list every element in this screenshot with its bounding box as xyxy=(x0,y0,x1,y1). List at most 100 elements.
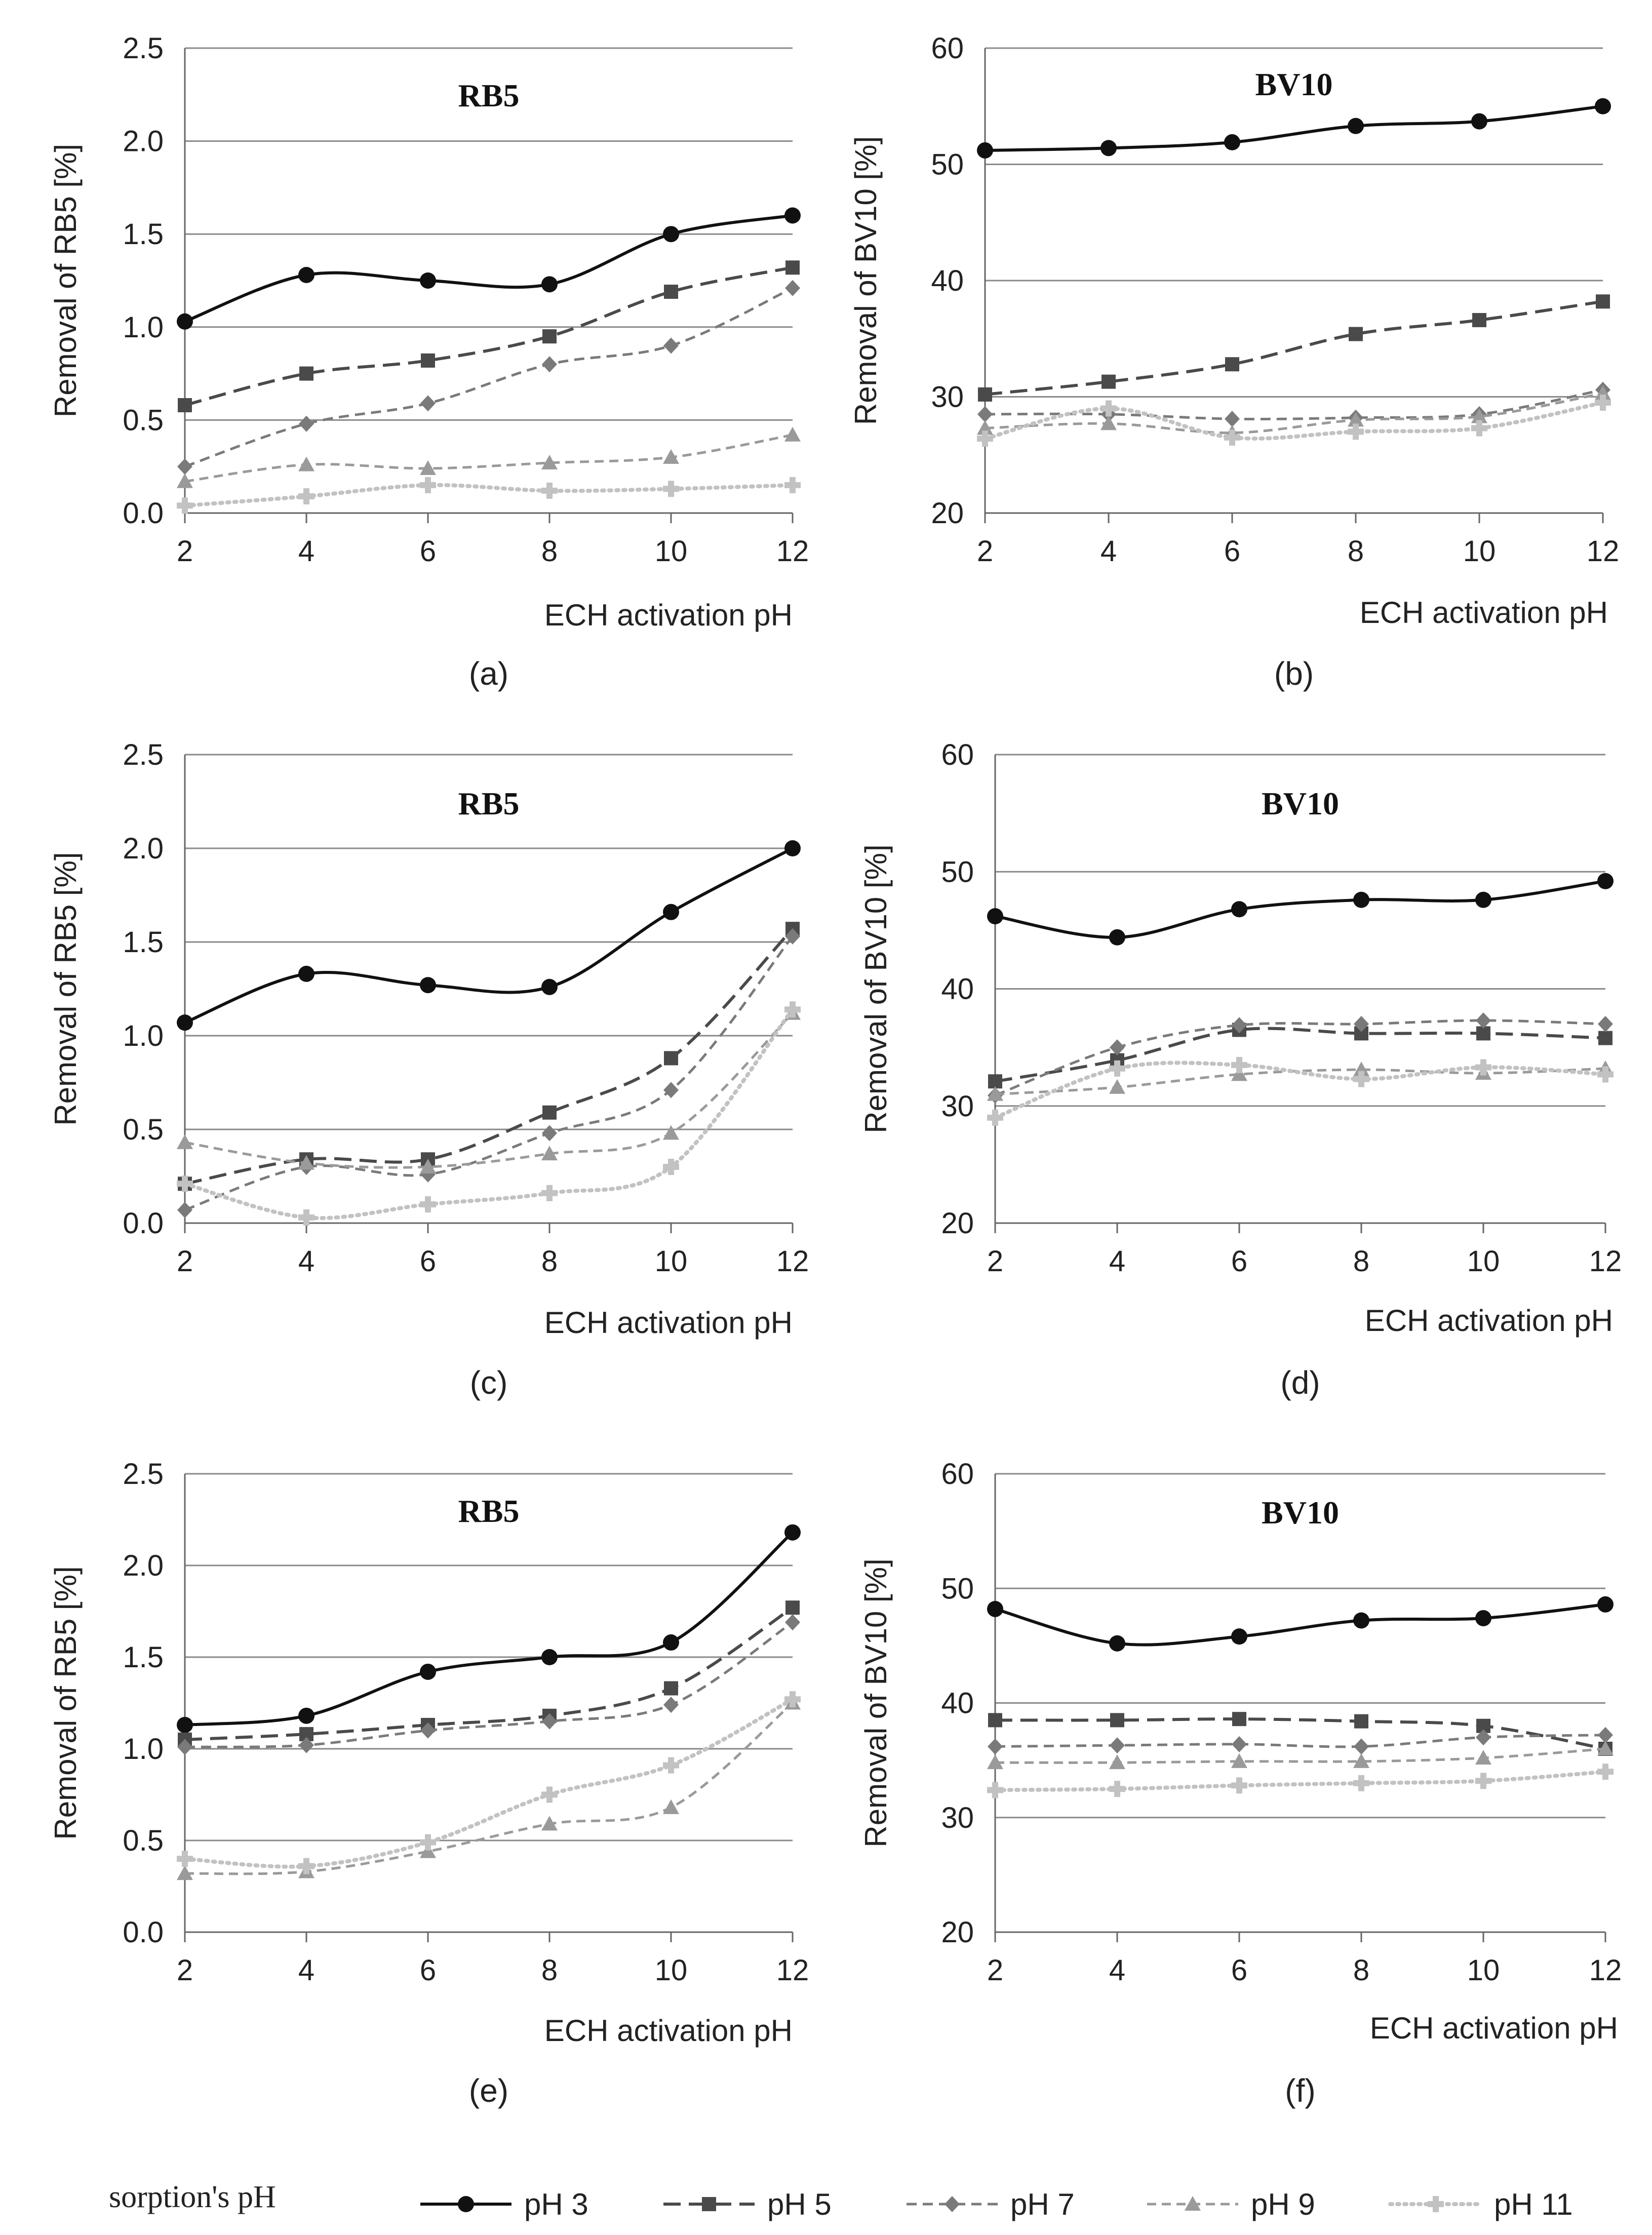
x-tick-label: 4 xyxy=(1109,1954,1125,1987)
series-line xyxy=(184,434,793,483)
series-ph-3 xyxy=(987,1596,1614,1652)
legend-entry-ph-9: pH 9 xyxy=(1147,2187,1315,2221)
y-tick-label: 30 xyxy=(931,381,964,414)
series-line xyxy=(184,1606,794,1741)
chart-title: RB5 xyxy=(458,786,520,821)
data-point xyxy=(784,840,801,856)
data-point xyxy=(1102,374,1116,389)
data-point xyxy=(988,1074,1002,1089)
data-point xyxy=(177,313,193,330)
data-point xyxy=(1353,1071,1369,1087)
series-line xyxy=(184,214,793,323)
data-point xyxy=(298,1858,314,1874)
data-point xyxy=(298,266,314,283)
data-point xyxy=(1476,1026,1490,1041)
data-point xyxy=(420,460,436,475)
data-point xyxy=(541,978,558,995)
data-point xyxy=(1354,1738,1369,1755)
data-point xyxy=(420,1663,436,1680)
data-point xyxy=(1476,1012,1491,1029)
chart-title: BV10 xyxy=(1255,66,1333,102)
data-point xyxy=(177,1851,193,1867)
series-line xyxy=(993,1770,1607,1792)
series-line xyxy=(184,287,794,468)
data-point xyxy=(1353,1775,1369,1791)
x-tick-label: 10 xyxy=(1463,535,1496,568)
series-ph-5 xyxy=(978,294,1610,402)
panel-caption: (c) xyxy=(470,1364,508,1401)
data-point xyxy=(987,908,1003,925)
y-tick-label: 2.0 xyxy=(123,832,164,865)
panel-caption: (f) xyxy=(1285,2072,1315,2109)
legend-entry-ph-11: pH 11 xyxy=(1388,2187,1573,2221)
y-tick-label: 0.5 xyxy=(123,404,164,437)
x-tick-label: 2 xyxy=(987,1954,1003,1987)
data-point xyxy=(541,1816,558,1831)
data-point xyxy=(1354,1015,1369,1032)
data-point xyxy=(663,226,679,243)
series-ph-3 xyxy=(177,1524,801,1733)
x-tick-label: 6 xyxy=(420,1954,436,1987)
y-tick-label: 2.0 xyxy=(123,125,164,158)
chart-panel-1: 0.0 0.5 1.0 1.5 2.0 2.5 2 4 6 8 10 12 ECH activation… xyxy=(49,32,809,692)
x-tick-label: 10 xyxy=(1467,1245,1500,1278)
data-point xyxy=(1596,294,1610,309)
data-point xyxy=(1231,901,1247,918)
data-point xyxy=(977,420,993,435)
data-point xyxy=(1595,385,1611,400)
data-point xyxy=(1595,98,1611,114)
y-tick-label: 50 xyxy=(931,148,964,181)
data-point xyxy=(420,1722,436,1739)
x-tick-label: 4 xyxy=(298,1954,314,1987)
series-ph-3 xyxy=(977,98,1611,159)
data-point xyxy=(663,1082,679,1099)
legend-label: pH 3 xyxy=(524,2187,588,2221)
data-point xyxy=(784,1001,801,1018)
data-point xyxy=(1109,929,1125,946)
data-point xyxy=(420,395,436,412)
x-tick-label: 10 xyxy=(1467,1954,1500,1987)
data-point xyxy=(541,1146,558,1161)
y-tick-label: 20 xyxy=(931,497,964,530)
data-point xyxy=(988,1738,1003,1755)
series-line xyxy=(995,1734,1606,1748)
legend-title: sorption's pH xyxy=(109,2180,276,2214)
y-tick-label: 1.0 xyxy=(123,1020,164,1052)
legend-marker xyxy=(458,2196,474,2212)
legend-marker xyxy=(702,2197,716,2211)
data-point xyxy=(663,1159,679,1175)
y-tick-label: 2.5 xyxy=(123,1458,164,1491)
data-point xyxy=(177,1014,193,1031)
chart-title: BV10 xyxy=(1262,786,1339,821)
chart-title: BV10 xyxy=(1262,1495,1339,1531)
series-ph-11 xyxy=(987,1056,1614,1126)
data-point xyxy=(1224,134,1240,150)
data-point xyxy=(1109,1635,1125,1652)
data-point xyxy=(420,1196,436,1212)
panel-caption: (b) xyxy=(1274,655,1314,692)
data-point xyxy=(177,1865,193,1880)
x-tick-label: 12 xyxy=(776,1954,809,1987)
x-tick-label: 4 xyxy=(298,535,314,568)
panel-caption: (e) xyxy=(469,2072,508,2109)
data-point xyxy=(663,1125,679,1140)
data-point xyxy=(541,1185,558,1201)
data-point xyxy=(1231,1777,1247,1794)
data-point xyxy=(1348,412,1364,427)
data-point xyxy=(663,1799,679,1814)
legend-label: pH 11 xyxy=(1494,2187,1573,2221)
data-point xyxy=(987,1109,1003,1126)
data-point xyxy=(420,1843,436,1858)
series-line xyxy=(995,1602,1606,1646)
data-point xyxy=(1475,1610,1491,1627)
data-point xyxy=(178,398,192,413)
data-point xyxy=(542,1713,557,1730)
x-tick-label: 2 xyxy=(177,1245,193,1278)
series-line xyxy=(995,1027,1606,1083)
data-point xyxy=(1231,1056,1247,1073)
series-line xyxy=(184,935,794,1211)
data-point xyxy=(541,276,558,293)
data-point xyxy=(177,497,193,514)
data-point xyxy=(1598,1727,1613,1743)
